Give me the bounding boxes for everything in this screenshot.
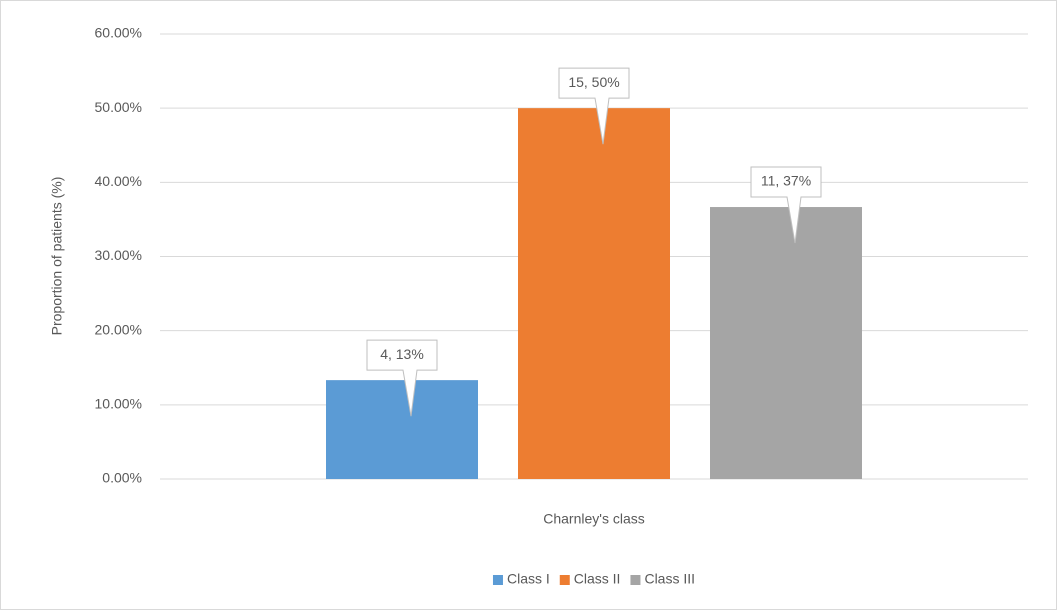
bar (710, 207, 862, 480)
legend-label: Class II (574, 571, 621, 587)
bar (326, 380, 478, 479)
legend-swatch (559, 575, 570, 585)
callout (366, 339, 438, 417)
y-tick-label: 50.00% (95, 99, 142, 115)
y-tick-label: 10.00% (95, 396, 142, 412)
y-tick-label: 0.00% (102, 470, 142, 486)
y-axis-title: Proportion of patients (%) (49, 177, 65, 336)
y-tick-label: 60.00% (95, 25, 142, 41)
x-axis-title: Charnley's class (543, 511, 645, 527)
y-tick-label: 40.00% (95, 173, 142, 189)
legend-label: Class I (507, 571, 550, 587)
data-label: 4, 13% (380, 346, 424, 362)
data-label: 11, 37% (761, 173, 811, 189)
legend-swatch (492, 575, 503, 585)
legend-swatch (630, 575, 641, 585)
legend-label: Class III (644, 571, 695, 587)
callout (558, 67, 630, 145)
callout (750, 166, 822, 244)
data-label: 15, 50% (568, 74, 619, 90)
bar (518, 108, 670, 480)
y-tick-label: 20.00% (95, 321, 142, 337)
y-tick-label: 30.00% (95, 247, 142, 263)
